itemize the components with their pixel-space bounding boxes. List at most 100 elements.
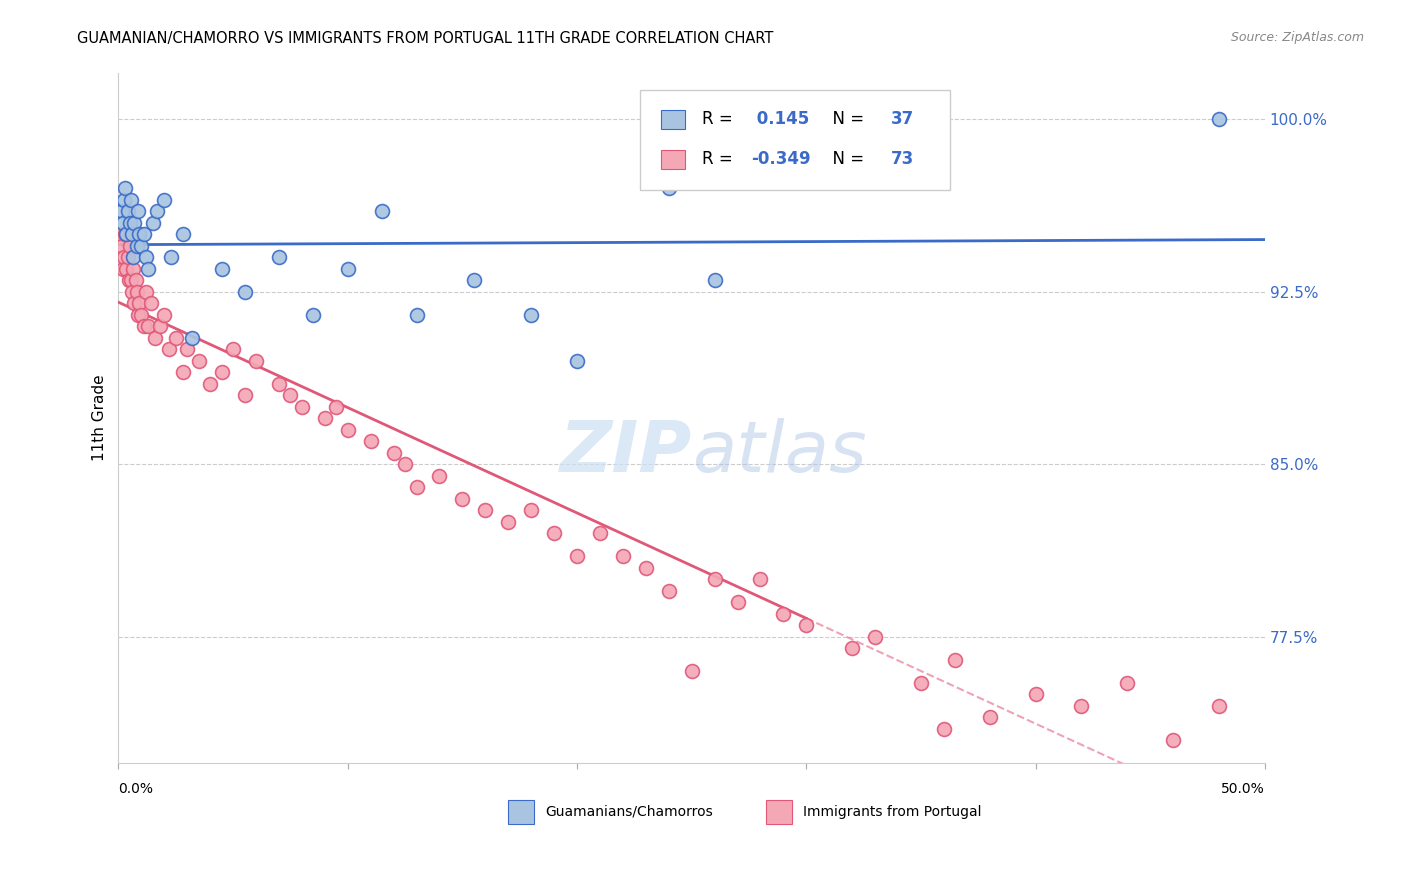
- Text: atlas: atlas: [692, 418, 866, 487]
- Point: [115, 261, 138, 276]
- Point: [336, 261, 359, 276]
- Text: 0.145: 0.145: [751, 111, 810, 128]
- Point: [325, 400, 347, 414]
- Point: [302, 308, 325, 322]
- Point: [128, 227, 150, 241]
- Text: N =: N =: [823, 111, 870, 128]
- Point: [180, 331, 202, 345]
- Point: [146, 204, 169, 219]
- Text: 0.0%: 0.0%: [118, 781, 153, 796]
- Point: [157, 342, 180, 356]
- Point: [863, 630, 886, 644]
- Point: [280, 388, 302, 402]
- Point: [394, 457, 416, 471]
- Point: [118, 273, 141, 287]
- Point: [153, 193, 176, 207]
- Bar: [661, 150, 685, 169]
- Point: [612, 549, 634, 564]
- Point: [496, 515, 519, 529]
- Point: [211, 365, 233, 379]
- Point: [314, 411, 336, 425]
- Point: [291, 400, 314, 414]
- Point: [124, 216, 146, 230]
- Point: [565, 353, 588, 368]
- Point: [139, 296, 162, 310]
- Point: [681, 665, 703, 679]
- Point: [111, 238, 134, 252]
- Point: [149, 319, 172, 334]
- Point: [565, 549, 588, 564]
- Point: [124, 273, 146, 287]
- Text: Immigrants from Portugal: Immigrants from Portugal: [803, 805, 981, 819]
- Point: [543, 526, 565, 541]
- Point: [1025, 687, 1047, 701]
- Point: [128, 296, 150, 310]
- Point: [794, 618, 817, 632]
- Point: [114, 181, 136, 195]
- Point: [703, 572, 725, 586]
- Point: [124, 296, 146, 310]
- Text: N =: N =: [823, 150, 870, 169]
- Point: [121, 285, 143, 299]
- Point: [589, 526, 612, 541]
- Point: [112, 250, 135, 264]
- Text: ZIP: ZIP: [560, 418, 692, 487]
- Point: [142, 216, 165, 230]
- Point: [336, 423, 359, 437]
- Point: [943, 653, 966, 667]
- Point: [120, 193, 142, 207]
- Point: [1116, 676, 1139, 690]
- Text: -0.349: -0.349: [751, 150, 811, 169]
- Point: [910, 676, 932, 690]
- Point: [841, 641, 863, 656]
- Point: [112, 261, 135, 276]
- Point: [772, 607, 794, 621]
- Point: [131, 308, 153, 322]
- Point: [135, 250, 157, 264]
- Point: [132, 227, 155, 241]
- Point: [131, 238, 153, 252]
- Text: 50.0%: 50.0%: [1222, 781, 1265, 796]
- Text: 37: 37: [891, 111, 914, 128]
- Point: [112, 193, 135, 207]
- Point: [122, 250, 145, 264]
- Point: [634, 561, 657, 575]
- Point: [1208, 698, 1230, 713]
- Point: [233, 388, 256, 402]
- Point: [1161, 733, 1184, 747]
- Point: [451, 491, 474, 506]
- Point: [172, 365, 194, 379]
- Point: [520, 503, 543, 517]
- Point: [143, 331, 166, 345]
- Text: 73: 73: [891, 150, 914, 169]
- Point: [122, 261, 145, 276]
- Point: [176, 342, 198, 356]
- Point: [979, 710, 1001, 724]
- Point: [703, 273, 725, 287]
- Point: [371, 204, 394, 219]
- Point: [267, 376, 290, 391]
- Point: [198, 376, 221, 391]
- Point: [463, 273, 485, 287]
- Point: [658, 583, 681, 598]
- Point: [172, 227, 194, 241]
- Point: [658, 181, 681, 195]
- Point: [120, 273, 142, 287]
- Point: [127, 204, 149, 219]
- Point: [132, 319, 155, 334]
- Y-axis label: 11th Grade: 11th Grade: [93, 375, 107, 461]
- Point: [127, 308, 149, 322]
- Point: [121, 227, 143, 241]
- Point: [932, 722, 955, 736]
- Point: [165, 331, 187, 345]
- Point: [125, 285, 148, 299]
- Text: GUAMANIAN/CHAMORRO VS IMMIGRANTS FROM PORTUGAL 11TH GRADE CORRELATION CHART: GUAMANIAN/CHAMORRO VS IMMIGRANTS FROM PO…: [77, 31, 773, 46]
- Text: R =: R =: [702, 150, 738, 169]
- Point: [429, 468, 451, 483]
- Point: [222, 342, 245, 356]
- Point: [118, 238, 141, 252]
- Text: R =: R =: [702, 111, 738, 128]
- Point: [153, 308, 176, 322]
- Bar: [661, 110, 685, 129]
- Point: [749, 572, 772, 586]
